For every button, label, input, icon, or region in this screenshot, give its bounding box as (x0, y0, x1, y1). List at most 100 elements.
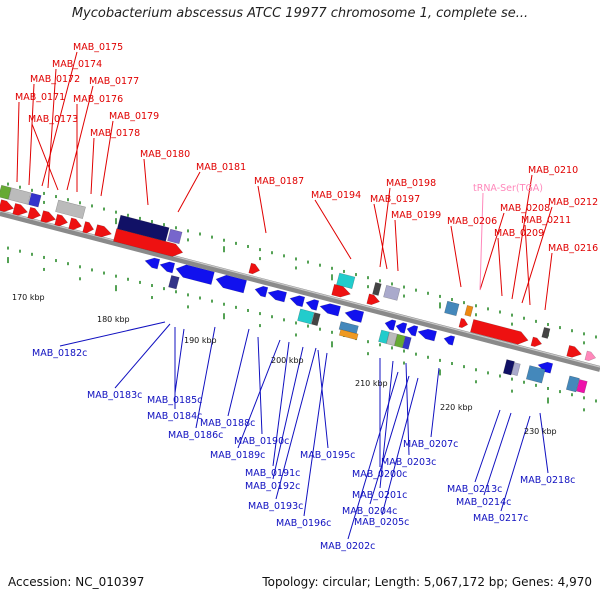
forward-gene-label[interactable]: MAB_0216 (548, 243, 598, 254)
forward-gene-arrow[interactable] (113, 228, 184, 259)
forward-gene-label[interactable]: MAB_0210 (528, 165, 578, 176)
reverse-gene-label[interactable]: MAB_0188c (200, 418, 255, 429)
reverse-gene-label[interactable]: MAB_0214c (456, 497, 511, 508)
forward-gene-label[interactable]: MAB_0198 (386, 178, 436, 189)
forward-gene-label[interactable]: MAB_0181 (196, 162, 246, 173)
reverse-feature-box[interactable] (338, 329, 359, 341)
forward-feature-box[interactable] (167, 228, 183, 245)
reverse-gene-label[interactable]: MAB_0185c (147, 395, 202, 406)
forward-gene-label[interactable]: MAB_0194 (311, 190, 361, 201)
reverse-gene-label[interactable]: MAB_0196c (276, 518, 331, 529)
forward-gene-arrow[interactable] (470, 319, 529, 346)
forward-gene-arrow[interactable] (566, 345, 583, 359)
reverse-gene-arrow[interactable] (254, 284, 269, 298)
reverse-feature-box[interactable] (394, 333, 406, 349)
forward-feature-box[interactable] (383, 284, 401, 301)
reverse-gene-label[interactable]: MAB_0200c (352, 469, 407, 480)
reverse-feature-box[interactable] (311, 312, 321, 327)
trna-gene-arrow[interactable] (584, 350, 597, 362)
forward-gene-label[interactable]: MAB_0178 (90, 128, 140, 139)
reverse-gene-arrow[interactable] (344, 307, 365, 323)
reverse-feature-box[interactable] (576, 379, 588, 394)
reverse-gene-arrow[interactable] (214, 273, 247, 294)
reverse-gene-arrow[interactable] (289, 294, 306, 308)
reverse-gene-label[interactable]: MAB_0190c (234, 436, 289, 447)
reverse-gene-label[interactable]: MAB_0218c (520, 475, 575, 486)
reverse-gene-label[interactable]: MAB_0205c (354, 517, 409, 528)
forward-gene-label[interactable]: MAB_0171 (15, 92, 65, 103)
reverse-gene-label[interactable]: MAB_0193c (248, 501, 303, 512)
reverse-feature-box[interactable] (511, 362, 521, 377)
forward-feature-box[interactable] (28, 192, 42, 208)
forward-gene-arrow[interactable] (68, 217, 83, 232)
reverse-gene-arrow[interactable] (319, 301, 341, 317)
reverse-feature-box[interactable] (402, 335, 412, 350)
forward-gene-label[interactable]: MAB_0176 (73, 94, 123, 105)
trna-gene-label[interactable]: tRNA-Ser(TGA) (473, 183, 543, 194)
reverse-gene-arrow[interactable] (159, 260, 176, 274)
reverse-gene-label[interactable]: MAB_0207c (403, 439, 458, 450)
reverse-gene-arrow[interactable] (144, 256, 161, 270)
forward-gene-arrow[interactable] (530, 336, 543, 348)
forward-gene-arrow[interactable] (82, 221, 95, 235)
forward-feature-box[interactable] (8, 187, 32, 205)
reverse-gene-label[interactable]: MAB_0202c (320, 541, 375, 552)
forward-gene-label[interactable]: MAB_0175 (73, 42, 123, 53)
reverse-feature-box[interactable] (386, 331, 398, 347)
reverse-feature-box[interactable] (378, 329, 390, 344)
reverse-gene-label[interactable]: MAB_0192c (245, 481, 300, 492)
reverse-feature-box[interactable] (502, 359, 515, 376)
reverse-gene-label[interactable]: MAB_0195c (300, 450, 355, 461)
forward-gene-label[interactable]: MAB_0174 (52, 59, 102, 70)
reverse-feature-box[interactable] (297, 308, 315, 325)
reverse-gene-label[interactable]: MAB_0217c (473, 513, 528, 524)
reverse-gene-arrow[interactable] (395, 321, 408, 334)
reverse-gene-arrow[interactable] (305, 298, 320, 311)
forward-gene-label[interactable]: MAB_0180 (140, 149, 190, 160)
forward-gene-arrow[interactable] (331, 283, 352, 299)
reverse-gene-label[interactable]: MAB_0204c (342, 506, 397, 517)
reverse-gene-arrow[interactable] (267, 288, 287, 303)
forward-gene-label[interactable]: MAB_0212 (548, 197, 598, 208)
reverse-gene-arrow[interactable] (417, 327, 437, 342)
reverse-gene-label[interactable]: MAB_0189c (210, 450, 265, 461)
reverse-gene-label[interactable]: MAB_0182c (32, 348, 87, 359)
forward-gene-label[interactable]: MAB_0211 (521, 215, 571, 226)
reverse-gene-label[interactable]: MAB_0213c (447, 484, 502, 495)
forward-gene-label[interactable]: MAB_0173 (28, 114, 78, 125)
reverse-gene-label[interactable]: MAB_0183c (87, 390, 142, 401)
reverse-gene-arrow[interactable] (537, 360, 554, 374)
forward-gene-arrow[interactable] (94, 224, 113, 240)
reverse-feature-box[interactable] (168, 275, 180, 290)
forward-gene-arrow[interactable] (12, 203, 29, 217)
forward-gene-arrow[interactable] (458, 317, 469, 329)
reverse-gene-arrow[interactable] (174, 262, 215, 285)
forward-gene-arrow[interactable] (54, 213, 69, 228)
forward-feature-box[interactable] (336, 272, 356, 290)
forward-feature-box[interactable] (541, 327, 551, 339)
reverse-gene-arrow[interactable] (443, 334, 456, 346)
forward-gene-label[interactable]: MAB_0187 (254, 176, 304, 187)
reverse-feature-box[interactable] (525, 365, 546, 384)
forward-gene-label[interactable]: MAB_0177 (89, 76, 139, 87)
forward-gene-label[interactable]: MAB_0208 (500, 203, 550, 214)
forward-gene-arrow[interactable] (248, 262, 261, 275)
forward-feature-box[interactable] (464, 305, 474, 317)
forward-gene-label[interactable]: MAB_0197 (370, 194, 420, 205)
forward-gene-label[interactable]: MAB_0199 (391, 210, 441, 221)
forward-gene-arrow[interactable] (27, 206, 42, 221)
reverse-gene-label[interactable]: MAB_0201c (352, 490, 407, 501)
forward-gene-label[interactable]: MAB_0209 (494, 228, 544, 239)
reverse-gene-label[interactable]: MAB_0203c (381, 457, 436, 468)
forward-feature-box[interactable] (444, 300, 460, 317)
forward-gene-label[interactable]: MAB_0179 (109, 111, 159, 122)
forward-feature-box[interactable] (116, 214, 170, 242)
reverse-feature-box[interactable] (565, 375, 580, 393)
forward-gene-label[interactable]: MAB_0172 (30, 74, 80, 85)
forward-feature-box[interactable] (372, 282, 382, 296)
reverse-gene-label[interactable]: MAB_0186c (168, 430, 223, 441)
reverse-gene-label[interactable]: MAB_0184c (147, 411, 202, 422)
forward-feature-box[interactable] (55, 199, 86, 219)
forward-gene-arrow[interactable] (0, 199, 15, 214)
